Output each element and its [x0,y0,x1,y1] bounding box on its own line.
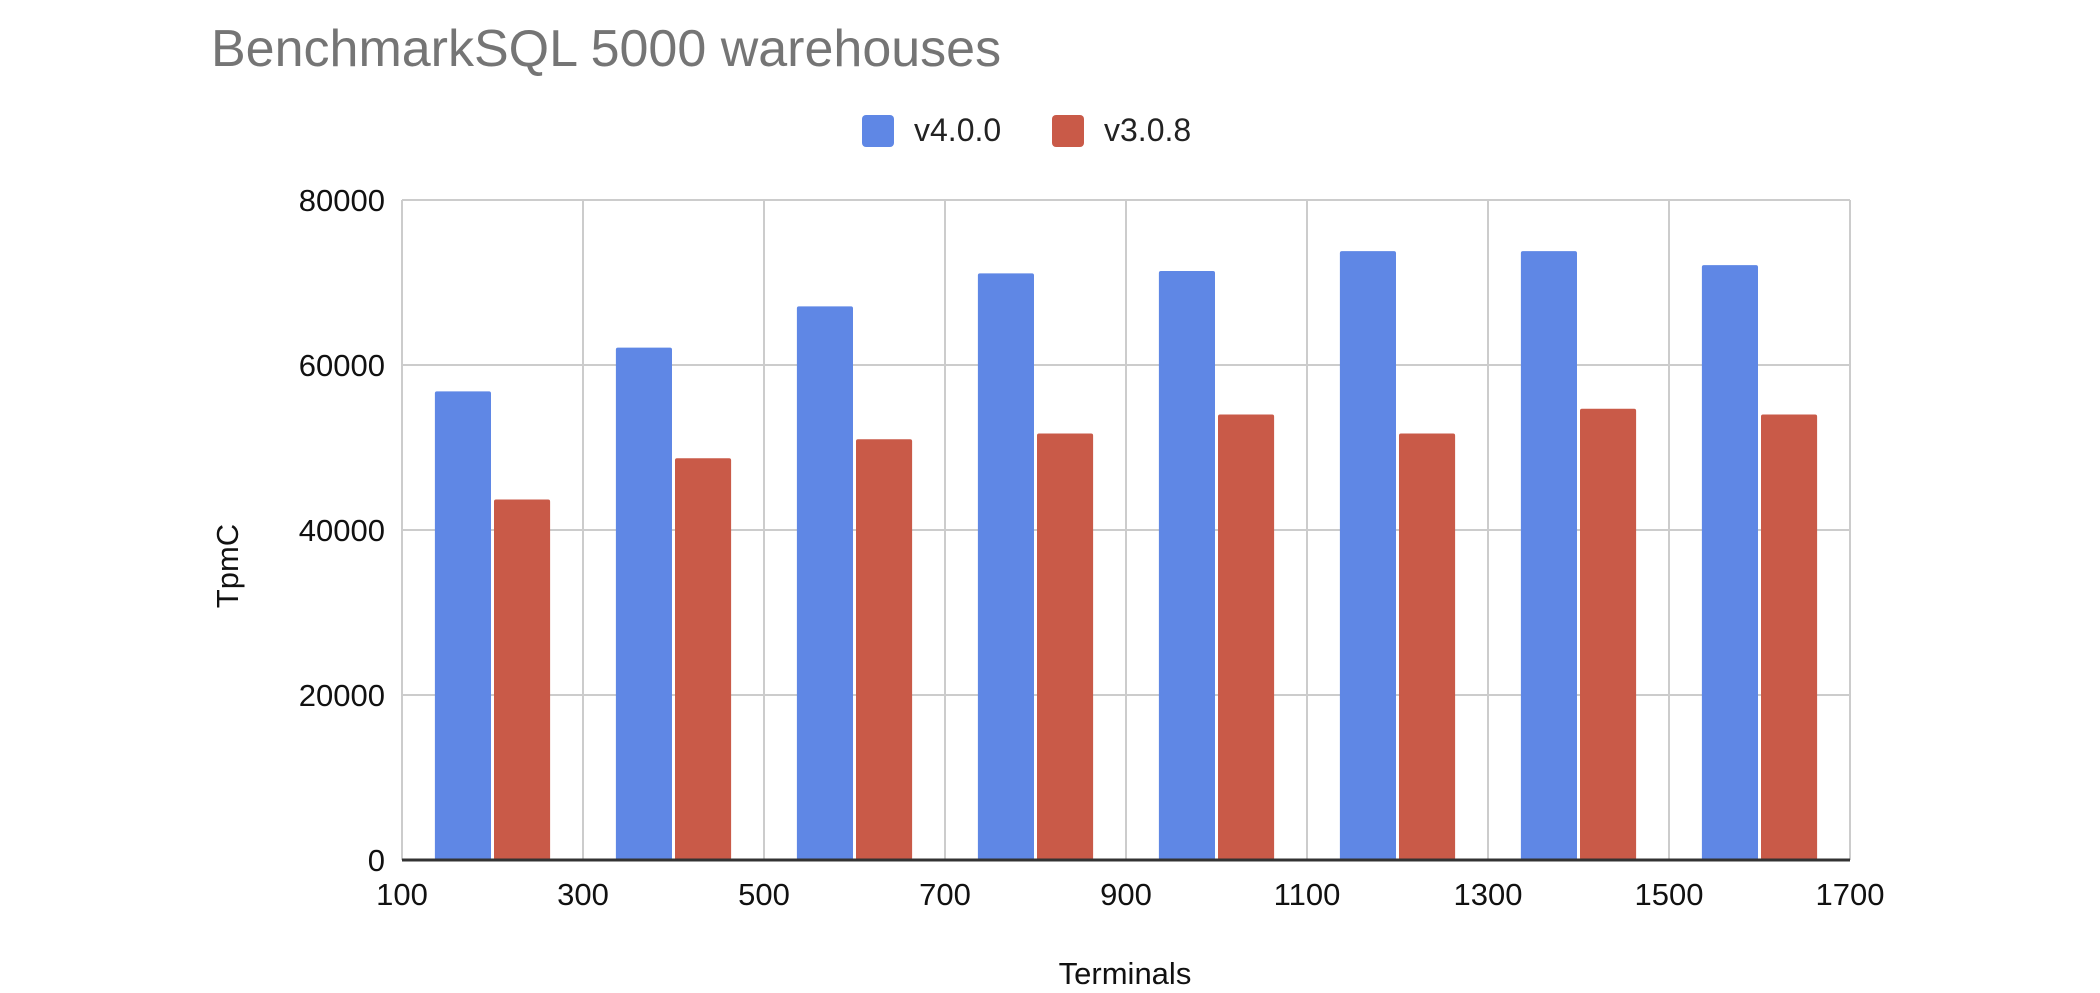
y-tick-label: 80000 [299,183,385,218]
legend: v4.0.0 v3.0.8 [862,112,1191,148]
y-tick-label: 40000 [299,513,385,548]
bar-v3-0-8-1400 [1580,408,1637,860]
bar-v4-0-0-1000 [1158,270,1215,860]
y-tick-label: 0 [368,843,385,878]
bar-v3-0-8-1600 [1761,414,1818,860]
x-tick-label: 500 [738,877,790,912]
y-axis-ticks: 0 20000 40000 60000 80000 [299,183,385,878]
legend-label-v3: v3.0.8 [1104,112,1191,148]
y-axis-title: TpmC [210,524,245,608]
chart-title: BenchmarkSQL 5000 warehouses [211,20,1001,78]
y-tick-label: 20000 [299,678,385,713]
bar-v4-0-0-1200 [1339,251,1396,860]
y-tick-label: 60000 [299,348,385,383]
x-axis-ticks: 100 300 500 700 900 1100 1300 1500 1700 [376,877,1884,912]
bar-v4-0-0-800 [977,273,1034,860]
bar-v3-0-8-800 [1037,433,1094,860]
legend-label-v4: v4.0.0 [914,112,1001,148]
x-tick-label: 1700 [1816,877,1885,912]
bar-v3-0-8-200 [494,499,551,860]
bar-v3-0-8-600 [856,439,913,860]
x-axis-title: Terminals [1059,956,1192,991]
x-tick-label: 700 [919,877,971,912]
x-tick-label: 1300 [1454,877,1523,912]
legend-swatch-v4 [862,115,894,147]
x-tick-label: 1500 [1635,877,1704,912]
bars [402,251,1850,862]
bar-v3-0-8-1000 [1218,414,1275,860]
bar-v4-0-0-600 [796,306,853,860]
bar-v4-0-0-200 [434,391,491,860]
x-tick-label: 1100 [1274,877,1341,912]
bar-v4-0-0-1600 [1701,265,1758,860]
x-tick-label: 900 [1100,877,1152,912]
bar-v4-0-0-400 [615,347,672,860]
x-tick-label: 300 [557,877,609,912]
bar-v3-0-8-1200 [1399,433,1456,860]
legend-swatch-v3 [1052,115,1084,147]
x-tick-label: 100 [376,877,428,912]
bar-v4-0-0-1400 [1520,251,1577,860]
bar-v3-0-8-400 [675,458,732,860]
